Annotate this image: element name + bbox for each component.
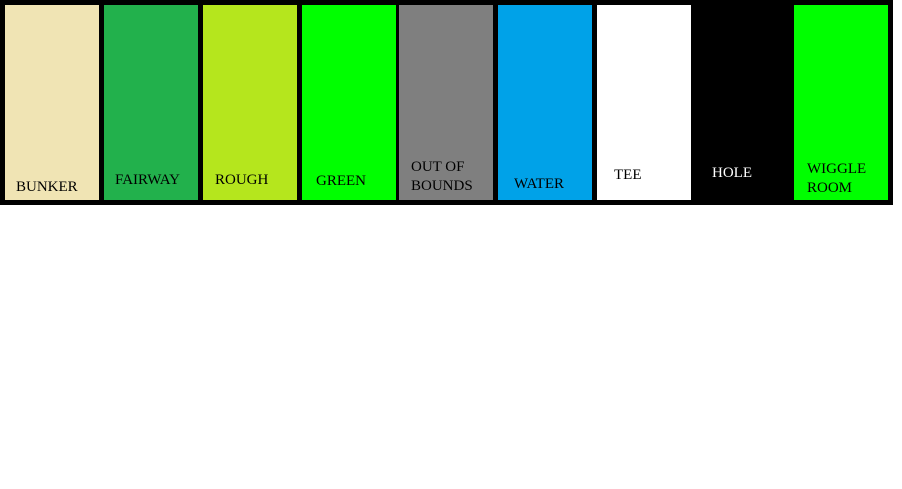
swatch-label-fairway: FAIRWAY — [115, 172, 181, 188]
swatch-green: GREEN — [302, 5, 396, 200]
swatch-bunker: BUNKER — [5, 5, 99, 200]
swatch-label-bunker: BUNKER — [16, 179, 78, 195]
swatch-fairway: FAIRWAY — [104, 5, 198, 200]
swatch-label-wiggle-room: WIGGLE ROOM — [807, 161, 867, 196]
swatch-label-rough: ROUGH — [215, 172, 269, 188]
swatch-label-water: WATER — [514, 176, 564, 192]
swatch-label-tee: TEE — [614, 167, 642, 183]
swatch-label-out-of-bounds: OUT OF BOUNDS — [411, 159, 473, 194]
swatch-out-of-bounds: OUT OF BOUNDS — [399, 5, 493, 200]
swatch-tee: TEE — [597, 5, 691, 200]
color-legend: BUNKER FAIRWAY ROUGH GREEN OUT OF BOUNDS… — [0, 0, 893, 205]
swatch-label-hole: HOLE — [712, 165, 752, 181]
swatch-wiggle-room: WIGGLE ROOM — [794, 5, 888, 200]
swatch-water: WATER — [498, 5, 592, 200]
swatch-hole: HOLE — [696, 5, 790, 200]
swatch-rough: ROUGH — [203, 5, 297, 200]
swatch-label-green: GREEN — [316, 173, 366, 189]
